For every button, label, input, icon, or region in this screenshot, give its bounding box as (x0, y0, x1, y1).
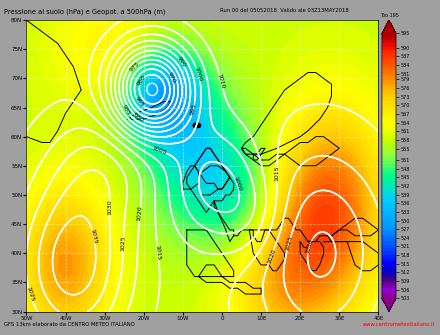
Title: Too 195: Too 195 (380, 13, 398, 18)
Text: www.centrometeoitaliano.it: www.centrometeoitaliano.it (363, 322, 436, 327)
Text: 1030: 1030 (107, 199, 112, 215)
Text: 1000: 1000 (232, 176, 242, 192)
Text: 1025: 1025 (26, 286, 35, 302)
Text: 1020: 1020 (137, 205, 143, 221)
Text: Run 00 del 05052018  Valido ale 03Z13MAY2018: Run 00 del 05052018 Valido ale 03Z13MAY2… (220, 8, 349, 13)
Text: 985: 985 (121, 104, 131, 116)
Text: GFS 13km elaborato da CENTRO METEO ITALIANO: GFS 13km elaborato da CENTRO METEO ITALI… (4, 322, 135, 327)
Text: 1025: 1025 (121, 236, 126, 251)
Text: 1030: 1030 (304, 238, 314, 255)
PathPatch shape (382, 20, 396, 34)
Text: 965: 965 (133, 96, 144, 108)
Text: 1010: 1010 (217, 73, 225, 90)
PathPatch shape (382, 298, 396, 312)
Text: 1020: 1020 (266, 248, 276, 264)
Text: 1000: 1000 (194, 66, 203, 82)
Text: 980: 980 (132, 112, 145, 123)
Text: 1025: 1025 (285, 235, 293, 252)
Text: 1015: 1015 (275, 165, 280, 181)
Text: 975: 975 (129, 61, 141, 73)
Text: 960: 960 (136, 74, 147, 87)
Text: 995: 995 (190, 103, 198, 115)
Text: 970: 970 (166, 71, 176, 84)
Text: 1005: 1005 (151, 145, 168, 156)
Text: Pressione al suolo (hPa) e Geopot. a 500hPa (m): Pressione al suolo (hPa) e Geopot. a 500… (4, 8, 166, 15)
Text: 1015: 1015 (154, 244, 161, 260)
Text: 1035: 1035 (90, 228, 98, 245)
Text: 990: 990 (176, 56, 187, 68)
